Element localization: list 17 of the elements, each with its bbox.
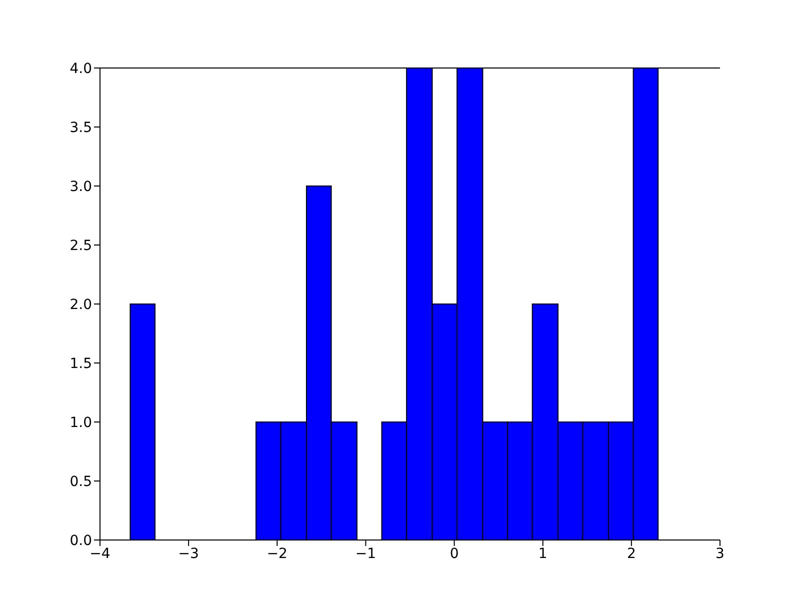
y-tick-label: 0.0 (70, 532, 92, 549)
x-tick-label: −4 (90, 546, 110, 562)
y-tick-label: 3.0 (70, 178, 92, 195)
x-tick-label: −3 (178, 546, 199, 562)
y-tick-label: 3.5 (70, 120, 92, 136)
y-tick-label: 2.5 (70, 238, 92, 254)
y-tick-label: 0.5 (70, 474, 92, 490)
y-tick-label: 2.0 (70, 296, 92, 313)
x-tick-label: −1 (355, 546, 376, 562)
y-tick-label: 1.0 (70, 414, 92, 431)
y-tick-label: 4.0 (70, 60, 92, 77)
x-tick-label: 3 (716, 546, 724, 562)
x-tick-label: −2 (266, 546, 288, 562)
x-tick-label: 2 (626, 546, 636, 562)
x-tick-label: 1 (538, 546, 548, 562)
y-tick-label: 1.5 (70, 356, 92, 372)
x-tick-label: 0 (450, 546, 459, 562)
